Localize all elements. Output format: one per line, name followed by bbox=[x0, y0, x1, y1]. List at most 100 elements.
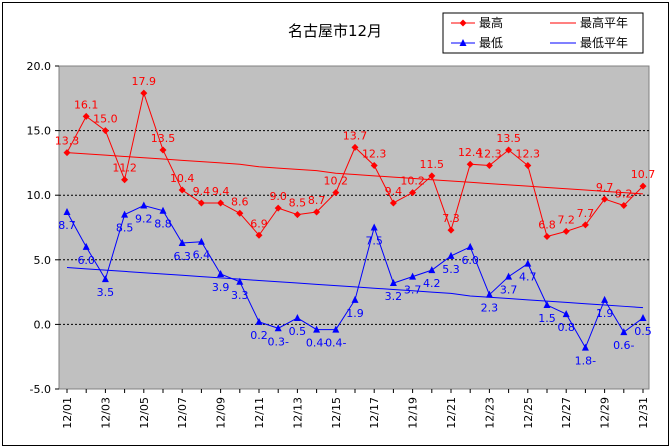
legend-item-high-normal: 最高平年 bbox=[550, 15, 628, 30]
data-label-low: 8.5 bbox=[116, 222, 134, 235]
data-point-low bbox=[447, 251, 455, 259]
data-label-low: 6.3 bbox=[173, 250, 191, 263]
data-point-low bbox=[121, 210, 129, 218]
data-label-low: 4.7 bbox=[519, 271, 537, 284]
data-label-high: 13.3 bbox=[55, 135, 80, 148]
data-point-low bbox=[485, 290, 493, 298]
x-tick-label: 12/15 bbox=[330, 397, 343, 429]
data-point-low bbox=[370, 223, 378, 231]
data-label-high: 12.4 bbox=[458, 146, 483, 159]
data-label-low: 3.7 bbox=[500, 284, 518, 297]
data-label-high: 11.5 bbox=[420, 158, 445, 171]
data-label-low: 7.5 bbox=[365, 235, 383, 248]
data-point-high bbox=[63, 149, 71, 157]
data-point-low bbox=[293, 313, 301, 321]
data-label-low: 1.5 bbox=[538, 312, 556, 325]
data-point-low bbox=[217, 270, 225, 278]
data-point-low bbox=[428, 266, 436, 274]
data-label-low: 0.5 bbox=[634, 325, 652, 338]
data-point-low bbox=[581, 343, 589, 351]
legend-box bbox=[442, 12, 644, 54]
data-point-high bbox=[351, 143, 359, 151]
x-tick-label: 12/27 bbox=[560, 397, 573, 429]
data-point-high bbox=[197, 199, 205, 207]
y-tick-label: 10.0 bbox=[27, 189, 52, 202]
data-point-low bbox=[178, 239, 186, 247]
data-point-high bbox=[140, 89, 148, 97]
data-point-high bbox=[505, 146, 513, 154]
x-axis-ticks: 12/01 12/03 12/05 12/07 12/09 12/11 12/13 12/15… bbox=[61, 389, 650, 429]
data-label-low: 2.3 bbox=[481, 302, 499, 315]
data-label-high: 6.9 bbox=[250, 217, 268, 230]
data-label-low: 3.9 bbox=[212, 281, 230, 294]
data-point-high bbox=[581, 221, 589, 229]
data-point-low bbox=[620, 328, 628, 336]
data-label-low: 0.8 bbox=[557, 321, 575, 334]
data-point-high bbox=[255, 231, 263, 239]
data-point-high bbox=[485, 161, 493, 169]
data-label-low: 0.3- bbox=[267, 335, 288, 348]
data-label-low: 1.8- bbox=[575, 355, 596, 368]
data-label-high: 7.7 bbox=[577, 207, 595, 220]
data-point-low bbox=[313, 325, 321, 333]
y-axis-ticks: 20.0 15.0 10.0 5.0 0.0 -5.0 bbox=[27, 60, 59, 396]
legend-label-high: 最高 bbox=[479, 15, 503, 30]
x-tick-label: 12/17 bbox=[368, 397, 381, 429]
data-point-high bbox=[562, 227, 570, 235]
data-point-low bbox=[562, 310, 570, 318]
data-label-low: 0.4- bbox=[325, 337, 346, 350]
data-point-low bbox=[274, 324, 282, 332]
data-label-low: 6.0 bbox=[77, 254, 95, 267]
x-tick-label: 12/09 bbox=[215, 397, 228, 429]
data-label-high: 10.2 bbox=[324, 175, 349, 188]
data-label-high: 7.2 bbox=[557, 213, 575, 226]
data-point-high bbox=[313, 208, 321, 216]
data-point-high bbox=[293, 211, 301, 219]
data-label-low: 3.3 bbox=[231, 289, 249, 302]
y-tick-label: 5.0 bbox=[34, 254, 52, 267]
data-label-high: 9.0 bbox=[269, 190, 287, 203]
data-point-high bbox=[159, 146, 167, 154]
data-point-high bbox=[236, 209, 244, 217]
data-label-high: 16.1 bbox=[74, 98, 99, 111]
data-point-low bbox=[543, 301, 551, 309]
data-labels: 13.316.115.011.217.913.510.49.4 9.48.66.9… bbox=[55, 75, 656, 368]
x-tick-label: 12/11 bbox=[253, 397, 266, 429]
x-tick-label: 12/03 bbox=[99, 397, 112, 429]
legend: 最高 最高平年 最低 最低平年 bbox=[442, 12, 644, 54]
data-label-low: 1.9 bbox=[346, 307, 364, 320]
data-label-high: 12.3 bbox=[477, 147, 502, 160]
data-label-high: 9.2 bbox=[615, 188, 633, 201]
data-label-high: 12.3 bbox=[362, 147, 387, 160]
data-label-high: 8.6 bbox=[231, 195, 249, 208]
data-point-low bbox=[255, 317, 263, 325]
data-label-high: 12.3 bbox=[516, 147, 541, 160]
data-point-low bbox=[351, 295, 359, 303]
data-label-high: 9.4 bbox=[385, 185, 403, 198]
data-point-low bbox=[63, 207, 71, 215]
x-tick-label: 12/29 bbox=[599, 397, 612, 429]
x-tick-label: 12/31 bbox=[637, 397, 650, 429]
data-point-high bbox=[620, 202, 628, 210]
data-label-low: 3.7 bbox=[404, 284, 422, 297]
data-point-low bbox=[159, 206, 167, 214]
x-tick-label: 12/21 bbox=[445, 397, 458, 429]
data-point-high bbox=[121, 176, 129, 184]
x-tick-label: 12/13 bbox=[291, 397, 304, 429]
legend-item-low: 最低 bbox=[451, 36, 503, 50]
data-point-high bbox=[639, 182, 647, 190]
y-tick-label: 15.0 bbox=[27, 125, 52, 138]
data-label-low: 1.9 bbox=[596, 307, 614, 320]
data-label-low: 4.2 bbox=[423, 277, 441, 290]
legend-label-high-normal: 最高平年 bbox=[580, 15, 628, 30]
data-point-high bbox=[274, 204, 282, 212]
x-tick-label: 12/01 bbox=[61, 397, 74, 429]
data-label-low: 8.8 bbox=[154, 218, 172, 231]
data-label-high: 9.7 bbox=[596, 181, 614, 194]
data-point-low bbox=[82, 242, 90, 250]
data-point-high bbox=[332, 189, 340, 197]
data-point-high bbox=[466, 160, 474, 168]
data-point-high bbox=[101, 127, 109, 135]
markers bbox=[63, 89, 647, 351]
data-label-low: 0.2 bbox=[250, 329, 268, 342]
